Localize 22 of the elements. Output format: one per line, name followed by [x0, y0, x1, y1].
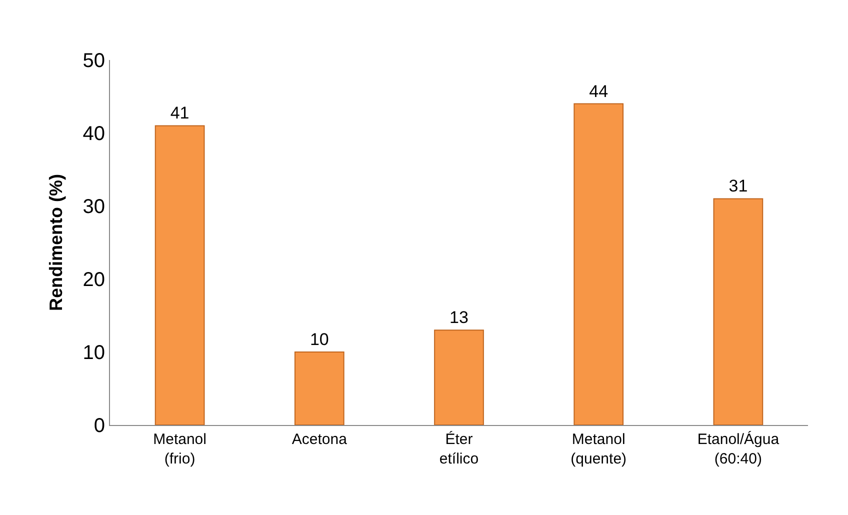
y-tick-label: 10 [82, 342, 105, 364]
data-label: 10 [310, 330, 329, 349]
y-tick-label: 30 [82, 196, 105, 218]
bar [294, 352, 344, 425]
y-tick-label: 50 [82, 50, 105, 72]
x-tick-label: Éter etílico [439, 430, 479, 468]
bar [434, 330, 484, 425]
data-label: 44 [589, 82, 608, 101]
x-tick-label: Acetona [292, 431, 348, 448]
data-label: 31 [728, 176, 748, 196]
y-tick-label: 0 [94, 415, 105, 437]
data-label: 41 [170, 104, 190, 123]
y-axis-title: Rendimento (%) [46, 174, 66, 311]
bar [154, 125, 205, 425]
data-label: 13 [450, 308, 468, 328]
x-tick-label: Etanol/Água (60:40) [697, 430, 780, 468]
x-tick-label: Metanol (frio) [153, 431, 206, 468]
y-tick-label: 20 [82, 269, 105, 291]
bar [574, 103, 624, 425]
y-tick-label: 40 [82, 123, 105, 145]
x-tick-label: Metanol (quente) [570, 431, 627, 468]
bar [713, 198, 764, 425]
